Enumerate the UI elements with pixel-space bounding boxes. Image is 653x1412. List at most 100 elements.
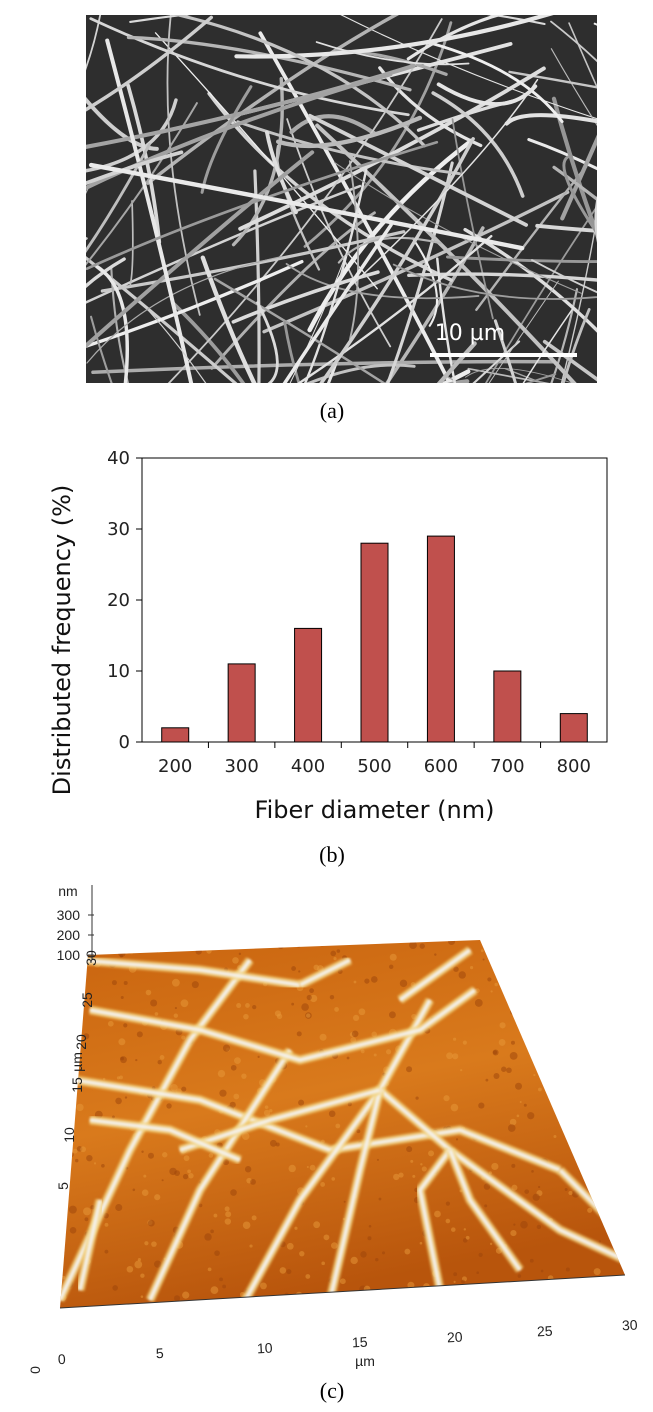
afm-grain <box>140 1273 145 1278</box>
afm-grain <box>592 1062 596 1065</box>
afm-grain <box>564 1128 573 1136</box>
fiber <box>550 288 579 383</box>
afm-grain <box>518 966 522 970</box>
afm-grain <box>577 973 585 980</box>
afm-grain <box>119 954 123 958</box>
afm-grain <box>333 957 337 961</box>
fiber <box>86 142 151 254</box>
afm-grain <box>279 1267 287 1274</box>
afm-ridge <box>148 1048 292 1301</box>
afm-grain <box>618 1062 622 1066</box>
afm-grain <box>195 948 202 955</box>
fiber <box>253 169 261 383</box>
fiber <box>86 150 315 349</box>
afm-grain <box>378 1197 382 1201</box>
afm-grain <box>347 1102 352 1107</box>
afm-grain <box>493 1072 500 1079</box>
fiber <box>86 72 393 191</box>
afm-grain <box>301 1003 309 1011</box>
z-unit: nm <box>58 883 77 899</box>
afm-grain <box>575 1142 583 1150</box>
afm-grain <box>217 1069 226 1078</box>
fiber <box>552 165 597 202</box>
afm-grain <box>517 1274 522 1278</box>
afm-grain <box>518 1004 522 1008</box>
afm-grain <box>387 1298 393 1304</box>
afm-grain <box>453 1037 457 1041</box>
afm-grain <box>406 1146 413 1153</box>
afm-grain <box>305 1125 308 1128</box>
afm-grain <box>269 1109 273 1113</box>
sem-fibers <box>86 15 597 383</box>
afm-ridge <box>79 958 301 987</box>
afm-grain <box>241 1073 247 1079</box>
afm-grain <box>150 999 158 1007</box>
x-tick-label: 800 <box>557 756 591 777</box>
afm-grain <box>291 966 297 971</box>
bar <box>426 535 455 743</box>
fiber <box>550 20 597 63</box>
afm-grain <box>453 966 459 972</box>
afm-grain <box>124 1096 128 1099</box>
afm-grain <box>510 1301 514 1304</box>
afm-grain <box>120 1056 127 1064</box>
fiber <box>504 367 544 383</box>
bar <box>493 670 522 743</box>
fiber <box>276 115 423 149</box>
afm-grain <box>356 1129 361 1134</box>
afm-grain <box>350 1256 358 1265</box>
afm-grain <box>514 1011 522 1019</box>
afm-y-tick-label: 10 <box>61 1127 77 1143</box>
afm-grain <box>614 1001 619 1007</box>
afm-grain <box>123 1023 128 1028</box>
afm-grain <box>567 1084 572 1089</box>
afm-grain <box>513 1223 516 1226</box>
afm-grain <box>368 1224 372 1228</box>
afm-grain <box>241 1132 250 1141</box>
afm-grain <box>330 950 337 957</box>
afm-grain <box>611 1098 616 1103</box>
fiber <box>348 160 360 341</box>
afm-ridge <box>299 958 351 987</box>
afm-grain <box>499 1284 506 1291</box>
afm-grain <box>296 1031 302 1037</box>
fiber <box>110 265 130 383</box>
afm-grain <box>170 1084 178 1092</box>
afm-ridge <box>89 1118 241 1162</box>
afm-grain <box>585 1083 589 1087</box>
fiber <box>289 248 349 383</box>
afm-grain <box>538 1087 542 1092</box>
afm-grain <box>428 1150 435 1157</box>
afm-grain <box>230 1189 237 1196</box>
afm-grain <box>600 1084 605 1090</box>
afm-grain <box>275 1142 280 1147</box>
afm-grain <box>296 943 301 948</box>
fiber <box>86 150 184 186</box>
x-tick-label: 500 <box>357 756 391 777</box>
afm-grain <box>532 1193 540 1201</box>
fiber <box>531 259 597 294</box>
afm-grain <box>86 1154 93 1162</box>
x-tick-label: 600 <box>424 756 458 777</box>
afm-grain <box>489 1242 493 1246</box>
afm-grain <box>335 1123 341 1129</box>
afm-ridge <box>417 1148 452 1291</box>
afm-grain <box>563 1037 571 1045</box>
fiber <box>508 70 597 89</box>
afm-grain <box>132 1188 136 1192</box>
afm-grain <box>599 956 606 963</box>
afm-grain <box>188 1173 194 1179</box>
y-axis-label: Distributed frequency (%) <box>48 485 76 796</box>
afm-ridge <box>328 1089 382 1301</box>
afm-grain <box>547 1275 554 1281</box>
fiber <box>126 83 162 244</box>
fiber <box>147 309 207 383</box>
afm-grain <box>415 1096 419 1100</box>
afm-grain <box>363 1285 371 1293</box>
afm-grain <box>269 1139 277 1147</box>
afm-grain <box>234 1057 241 1065</box>
afm-grain <box>232 957 239 964</box>
fiber <box>334 162 582 294</box>
fiber <box>464 368 574 383</box>
afm-grain <box>156 948 162 953</box>
